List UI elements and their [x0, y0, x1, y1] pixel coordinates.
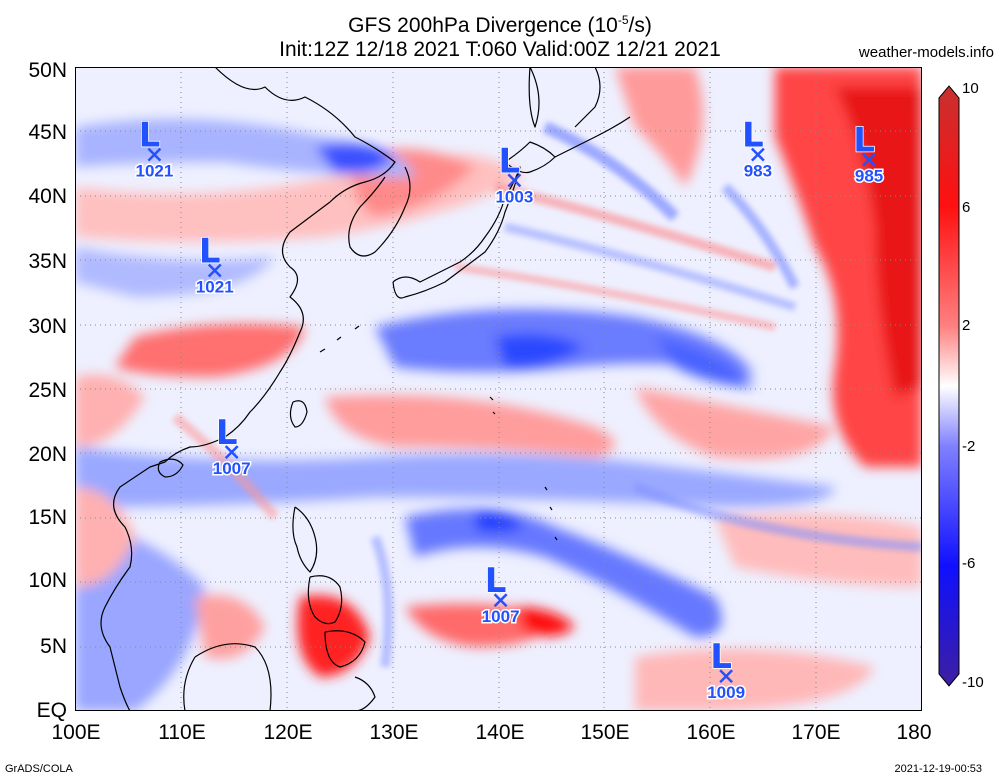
low-pressure-value: 1003: [495, 187, 533, 206]
lat-label-5n: 5N: [40, 635, 67, 658]
map-frame: [75, 67, 922, 711]
lon-label-140e: 140E: [475, 721, 525, 744]
low-marker: L 983: [741, 115, 773, 182]
map-title-units: /s): [628, 14, 652, 37]
grid-lines: [75, 67, 922, 711]
low-letter: L: [853, 121, 875, 161]
lon-label-130e: 130E: [369, 721, 419, 744]
colorbar-label-6: 6: [962, 199, 971, 216]
map-title: GFS 200hPa Divergence (10-5/s): [0, 8, 1000, 38]
low-center-mark: [493, 593, 508, 608]
lat-label-10n: 10N: [28, 569, 67, 592]
low-marker: L 1009: [706, 636, 747, 703]
lat-label-40n: 40N: [28, 185, 67, 208]
colorbar-label-neg2: -2: [962, 438, 976, 455]
low-letter: L: [139, 116, 161, 156]
map-title-exponent: -5: [617, 13, 629, 27]
colorbar-label-10: 10: [962, 80, 979, 97]
low-pressure-value: 1007: [213, 459, 251, 478]
footer-software: GrADS/COLA: [5, 763, 73, 775]
low-center-mark: [147, 147, 162, 162]
low-pressure-value: 985: [855, 167, 883, 186]
colorbar: [938, 85, 960, 687]
low-letter: L: [485, 561, 507, 601]
low-center-mark: [507, 173, 522, 188]
lon-label-110e: 110E: [158, 721, 206, 744]
low-center-mark: [862, 152, 876, 167]
low-marker: L 1007: [480, 560, 521, 627]
lon-label-180: 180: [896, 721, 932, 744]
colorbar-label-neg10: -10: [962, 674, 984, 691]
lon-label-160e: 160E: [686, 721, 736, 744]
lat-label-eq: EQ: [36, 699, 67, 722]
low-marker: L 985: [852, 120, 884, 187]
lat-label-25n: 25N: [28, 379, 67, 402]
low-center-mark: [207, 263, 222, 278]
low-center-mark: [719, 669, 734, 684]
map-canvas: L 1021 L 1021 L 1007 L 1003 L 983 L 985 L 1007 L 1009: [75, 67, 922, 711]
lat-label-35n: 35N: [28, 250, 67, 273]
lat-label-30n: 30N: [28, 315, 67, 338]
lon-label-150e: 150E: [580, 721, 630, 744]
low-pressure-value: 1009: [707, 683, 745, 702]
low-pressure-value: 1021: [135, 162, 173, 181]
low-pressure-markers: L 1021 L 1021 L 1007 L 1003 L 983 L 985 L 1007 L 1009: [134, 115, 885, 704]
low-letter: L: [199, 232, 221, 272]
low-pressure-value: 1007: [482, 607, 520, 626]
lat-label-50n: 50N: [28, 59, 67, 82]
divergence-streaks: [171, 121, 922, 668]
lon-label-120e: 120E: [263, 721, 313, 744]
low-letter: L: [216, 413, 238, 453]
footer-timestamp: 2021-12-19-00:53: [894, 763, 982, 775]
low-letter: L: [742, 116, 764, 156]
lon-label-100e: 100E: [51, 721, 101, 744]
map-title-text: GFS 200hPa Divergence (10: [348, 14, 618, 37]
low-marker: L 1021: [194, 231, 235, 298]
low-letter: L: [710, 637, 732, 677]
low-pressure-value: 983: [744, 162, 772, 181]
lat-label-45n: 45N: [28, 121, 67, 144]
low-letter: L: [499, 141, 521, 181]
low-marker: L 1003: [494, 141, 535, 208]
colorbar-label-2: 2: [962, 317, 971, 334]
site-label: weather-models.info: [858, 44, 994, 61]
map-subtitle: Init:12Z 12/18 2021 T:060 Valid:00Z 12/2…: [279, 38, 721, 61]
low-marker: L 1007: [211, 412, 252, 479]
divergence-map: L 1021 L 1021 L 1007 L 1003 L 983 L 985 L 1007 L 1009: [75, 67, 922, 711]
lat-label-15n: 15N: [28, 506, 67, 529]
low-center-mark: [751, 147, 765, 162]
low-marker: L 1021: [134, 115, 175, 182]
coastlines: [100, 67, 631, 711]
colorbar-gradient: [938, 85, 960, 687]
low-pressure-value: 1021: [196, 278, 234, 297]
colorbar-label-neg6: -6: [962, 555, 976, 572]
lat-label-20n: 20N: [28, 443, 67, 466]
lon-label-170e: 170E: [791, 721, 841, 744]
low-center-mark: [224, 445, 239, 459]
